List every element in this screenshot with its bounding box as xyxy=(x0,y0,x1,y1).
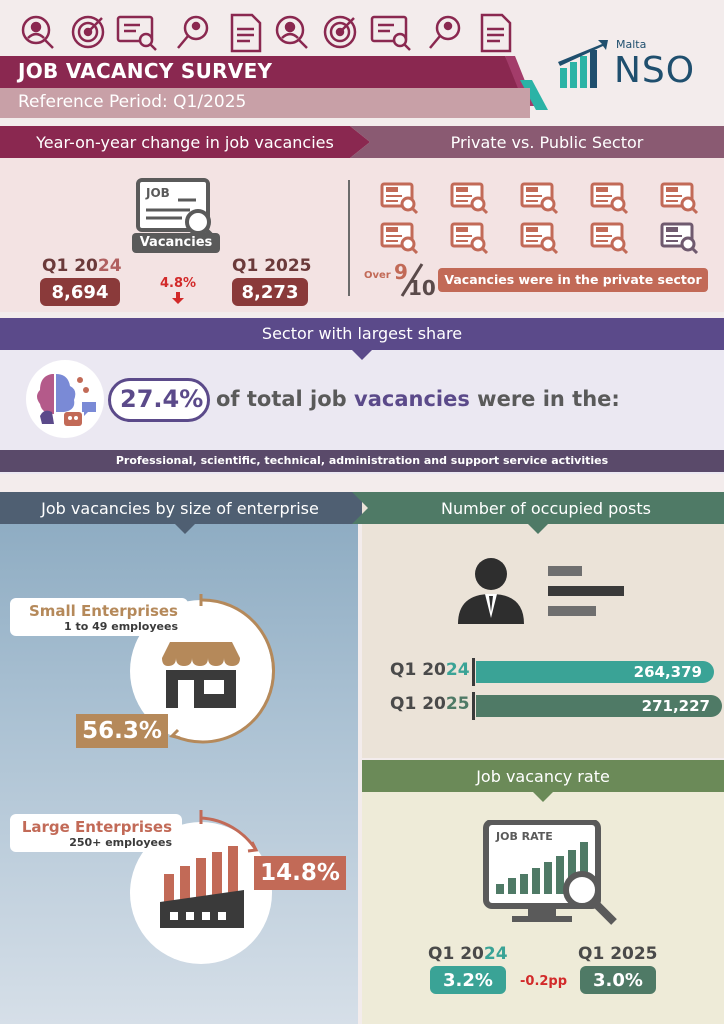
title-banner xyxy=(0,56,520,88)
nine-tenths-fraction: 9 10 xyxy=(394,260,436,300)
small-enterprise-card: Small Enterprises 1 to 49 employees xyxy=(10,598,188,636)
private-job-icon xyxy=(520,222,559,255)
rate-curr-value: 3.0% xyxy=(580,966,656,994)
yoy-change: 4.8% xyxy=(160,276,197,291)
large-enterprise-percent: 14.8% xyxy=(254,856,346,890)
posts-value-bar: 271,227 xyxy=(476,695,722,717)
sector-heading-text: Sector with largest share xyxy=(261,324,463,343)
private-statement: Vacancies were in the private sector xyxy=(438,268,708,292)
posts-value-bar: 264,379 xyxy=(476,661,714,683)
private-heading: Private vs. Public Sector xyxy=(350,126,724,158)
large-enterprise-sub: 250+ employees xyxy=(69,836,172,849)
private-heading-text: Private vs. Public Sector xyxy=(450,132,644,152)
large-enterprise-card: Large Enterprises 250+ employees xyxy=(10,814,182,852)
large-enterprise-title: Large Enterprises xyxy=(21,818,172,836)
vacancies-icon-text: JOB xyxy=(146,186,170,200)
private-job-icon xyxy=(590,222,629,255)
private-job-icon xyxy=(660,182,699,215)
nso-logo: Malta NSO xyxy=(558,36,708,92)
job-search-icon xyxy=(116,15,157,51)
yoy-heading-text: Year-on-year change in job vacancies xyxy=(36,132,334,152)
private-job-icon xyxy=(450,222,489,255)
people-search-icon xyxy=(275,15,308,49)
private-job-icon xyxy=(380,222,419,255)
reference-period-bar xyxy=(0,88,530,118)
magnifier-icon xyxy=(177,15,209,49)
top-icon-row xyxy=(14,10,514,54)
vacancies-label: Vacancies xyxy=(132,233,220,253)
public-job-icon xyxy=(660,222,699,255)
yoy-prev-value: 8,694 xyxy=(40,278,120,306)
bar-graphic xyxy=(548,566,628,618)
target-icon xyxy=(323,15,357,49)
posts-year-label: Q1 2024 xyxy=(390,660,470,680)
yoy-curr-year: Q1 2025 xyxy=(232,256,312,276)
posts-rows: Q1 2024 264,379 Q1 2025 271,227 xyxy=(370,658,722,722)
page-title: JOB VACANCY SURVEY xyxy=(18,59,273,83)
private-job-icon xyxy=(450,182,489,215)
small-enterprise-sub: 1 to 49 employees xyxy=(63,620,178,633)
section-divider xyxy=(348,180,350,296)
sector-statement: of total job vacancies were in the: xyxy=(216,387,620,411)
private-icon-grid xyxy=(380,182,710,255)
large-progress-arc xyxy=(199,810,259,853)
private-job-icon xyxy=(380,182,419,215)
sector-percent-pill xyxy=(108,378,210,422)
posts-heading-text: Number of occupied posts xyxy=(441,499,651,518)
sector-name-bar: Professional, scientific, technical, adm… xyxy=(0,450,724,472)
rate-prev-year: Q1 2024 xyxy=(428,944,508,964)
cv-icon xyxy=(230,13,262,53)
small-progress-arc xyxy=(169,594,275,744)
factory-icon xyxy=(160,846,244,928)
cv-icon xyxy=(480,13,512,53)
job-rate-icon-text: JOB RATE xyxy=(496,830,553,843)
logo-bars-icon xyxy=(558,40,608,88)
sector-percent: 27.4% xyxy=(120,385,204,413)
logo-malta: Malta xyxy=(616,38,647,51)
yoy-curr-value: 8,273 xyxy=(232,278,308,306)
sector-name: Professional, scientific, technical, adm… xyxy=(115,454,609,467)
job-rate-icon: JOB RATE xyxy=(482,819,622,930)
size-heading-text: Job vacancies by size of enterprise xyxy=(41,499,319,518)
magnifier-icon xyxy=(429,15,461,49)
yoy-heading: Year-on-year change in job vacancies xyxy=(0,126,370,158)
brain-robot-icon xyxy=(26,360,104,438)
job-search-icon xyxy=(370,15,411,51)
posts-axis-line xyxy=(472,692,475,720)
private-job-icon xyxy=(520,182,559,215)
over-label: Over xyxy=(364,270,391,281)
rate-prev-value: 3.2% xyxy=(430,966,506,994)
small-enterprise-title: Small Enterprises xyxy=(28,602,178,620)
rate-heading-text: Job vacancy rate xyxy=(476,767,610,786)
yoy-prev-year: Q1 2024 xyxy=(42,256,122,276)
reference-period: Reference Period: Q1/2025 xyxy=(18,92,247,112)
posts-year-label: Q1 2025 xyxy=(390,694,470,714)
target-icon xyxy=(71,15,105,49)
shop-icon xyxy=(162,642,240,708)
people-search-icon xyxy=(21,15,54,49)
private-job-icon xyxy=(590,182,629,215)
rate-change: -0.2pp xyxy=(520,974,568,989)
posts-axis-line xyxy=(472,658,475,686)
down-arrow-icon xyxy=(172,292,184,304)
logo-nso: NSO xyxy=(614,50,696,91)
rate-curr-year: Q1 2025 xyxy=(578,944,658,964)
vacancies-icon: JOB Vacancies xyxy=(132,178,224,254)
person-icon xyxy=(458,558,524,624)
small-enterprise-percent: 56.3% xyxy=(76,714,168,748)
